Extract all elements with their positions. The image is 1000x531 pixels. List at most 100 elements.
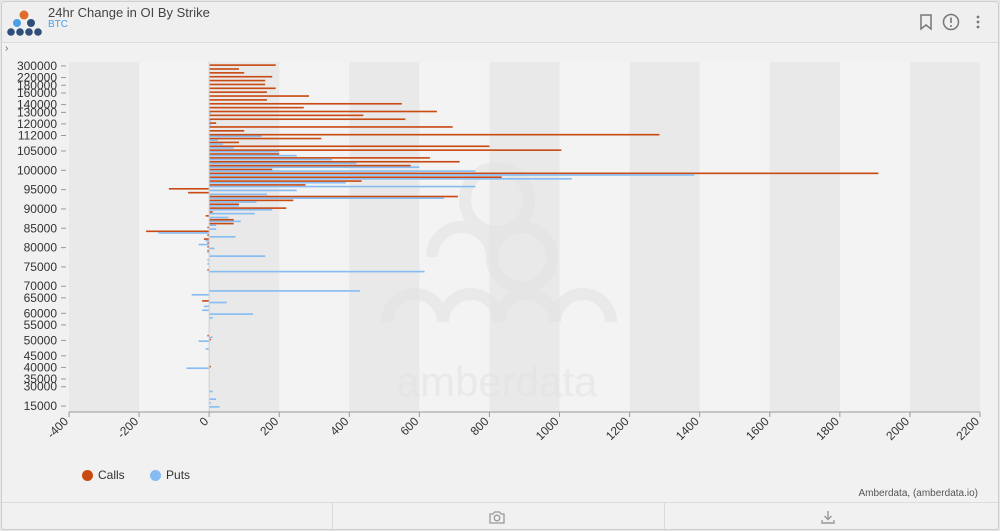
puts-bar[interactable] (209, 313, 253, 315)
puts-bar[interactable] (209, 398, 217, 400)
calls-bar[interactable] (202, 300, 210, 302)
calls-bar[interactable] (209, 164, 411, 167)
calls-bar[interactable] (209, 99, 267, 101)
calls-bar[interactable] (209, 168, 273, 171)
calls-bar[interactable] (207, 245, 210, 248)
puts-bar[interactable] (209, 247, 215, 250)
puts-bar[interactable] (209, 162, 357, 165)
puts-bar[interactable] (209, 147, 234, 149)
puts-bar[interactable] (209, 143, 224, 145)
calls-bar[interactable] (209, 106, 304, 109)
puts-bar[interactable] (209, 406, 220, 408)
puts-bar[interactable] (202, 309, 210, 312)
puts-bar[interactable] (209, 135, 262, 138)
puts-bar[interactable] (209, 123, 211, 126)
puts-bar[interactable] (209, 158, 332, 161)
puts-bar[interactable] (209, 201, 257, 203)
calls-bar[interactable] (209, 218, 234, 221)
puts-bar[interactable] (209, 220, 241, 223)
calls-bar[interactable] (209, 102, 402, 105)
calls-bar[interactable] (209, 149, 562, 151)
puts-bar[interactable] (209, 139, 218, 142)
calls-bar[interactable] (209, 180, 362, 182)
calls-bar[interactable] (209, 338, 211, 341)
puts-bar[interactable] (205, 348, 210, 350)
calls-bar[interactable] (209, 172, 879, 175)
calls-bar[interactable] (209, 114, 364, 117)
calls-bar[interactable] (146, 230, 210, 233)
calls-bar[interactable] (203, 238, 210, 240)
puts-bar[interactable] (209, 181, 346, 184)
calls-bar[interactable] (207, 242, 210, 244)
puts-bar[interactable] (209, 224, 217, 227)
calls-bar[interactable] (209, 160, 460, 163)
download-icon[interactable] (819, 508, 837, 526)
puts-bar[interactable] (207, 263, 210, 265)
more-vertical-icon[interactable] (968, 12, 988, 32)
puts-bar[interactable] (203, 305, 210, 308)
calls-bar[interactable] (209, 87, 276, 90)
puts-bar[interactable] (209, 185, 476, 188)
puts-bar[interactable] (209, 402, 211, 404)
calls-bar[interactable] (209, 207, 287, 209)
legend-item-calls[interactable]: Calls (82, 468, 125, 482)
calls-bar[interactable] (207, 334, 210, 337)
calls-bar[interactable] (209, 95, 310, 97)
calls-bar[interactable] (209, 195, 458, 198)
puts-bar[interactable] (209, 197, 444, 199)
puts-bar[interactable] (209, 170, 476, 172)
puts-bar[interactable] (209, 205, 239, 207)
puts-bar[interactable] (209, 154, 297, 157)
calls-bar[interactable] (209, 83, 266, 86)
calls-bar[interactable] (209, 184, 306, 186)
calls-bar[interactable] (209, 130, 245, 132)
camera-icon[interactable] (488, 508, 506, 526)
puts-bar[interactable] (209, 290, 360, 292)
puts-bar[interactable] (198, 243, 210, 246)
calls-bar[interactable] (207, 234, 210, 236)
calls-bar[interactable] (209, 133, 660, 136)
calls-bar[interactable] (205, 215, 210, 217)
puts-bar[interactable] (209, 216, 229, 219)
calls-bar[interactable] (209, 110, 437, 113)
puts-bar[interactable] (209, 193, 267, 196)
puts-bar[interactable] (209, 317, 213, 319)
puts-bar[interactable] (209, 174, 695, 176)
puts-bar[interactable] (209, 236, 236, 238)
puts-bar[interactable] (198, 340, 210, 342)
calls-bar[interactable] (209, 157, 430, 159)
chevron-right-icon[interactable]: › (5, 43, 9, 54)
calls-bar[interactable] (209, 118, 406, 121)
puts-bar[interactable] (209, 166, 420, 169)
calls-bar[interactable] (209, 141, 239, 144)
puts-bar[interactable] (205, 239, 210, 242)
puts-bar[interactable] (209, 301, 227, 304)
legend-item-puts[interactable]: Puts (150, 468, 190, 482)
calls-bar[interactable] (168, 187, 210, 190)
calls-bar[interactable] (209, 176, 502, 179)
puts-bar[interactable] (191, 293, 210, 296)
calls-bar[interactable] (209, 203, 239, 206)
puts-bar[interactable] (209, 212, 255, 215)
calls-bar[interactable] (209, 79, 266, 82)
puts-bar[interactable] (207, 259, 210, 261)
calls-bar[interactable] (209, 64, 276, 66)
puts-bar[interactable] (209, 255, 266, 257)
calls-bar[interactable] (209, 153, 280, 155)
puts-bar[interactable] (209, 336, 213, 339)
calls-bar[interactable] (209, 211, 213, 213)
puts-bar[interactable] (209, 178, 572, 180)
calls-bar[interactable] (209, 137, 322, 140)
calls-bar[interactable] (209, 145, 490, 148)
puts-bar[interactable] (207, 251, 210, 254)
puts-bar[interactable] (209, 390, 213, 393)
puts-bar[interactable] (209, 189, 297, 192)
puts-bar[interactable] (209, 112, 211, 114)
puts-bar[interactable] (158, 232, 210, 234)
calls-bar[interactable] (207, 226, 210, 229)
calls-bar[interactable] (209, 365, 211, 368)
calls-bar[interactable] (209, 122, 217, 124)
calls-bar[interactable] (209, 91, 267, 93)
puts-bar[interactable] (209, 150, 280, 153)
info-icon[interactable] (941, 12, 961, 32)
